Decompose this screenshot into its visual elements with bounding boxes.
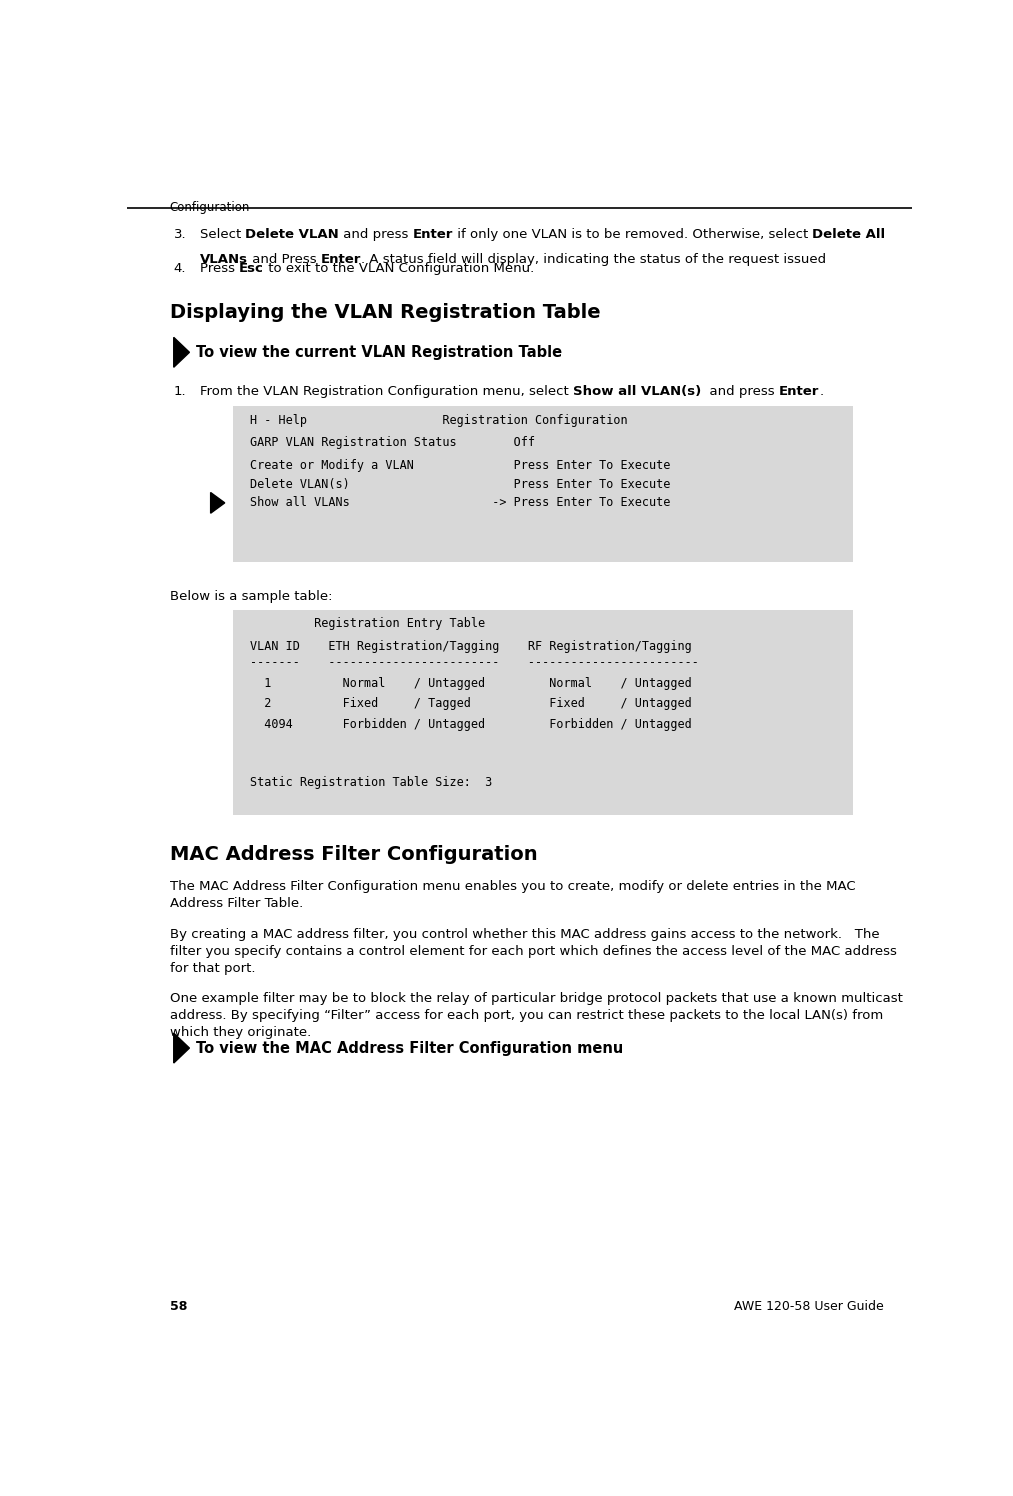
Text: VLANs: VLANs [200,253,247,266]
Polygon shape [211,492,225,513]
Text: From the VLAN Registration Configuration menu, select: From the VLAN Registration Configuration… [200,384,572,398]
Text: MAC Address Filter Configuration: MAC Address Filter Configuration [170,845,538,865]
Text: Esc: Esc [239,262,263,275]
Text: Delete All: Delete All [812,227,885,241]
Text: Registration Entry Table: Registration Entry Table [250,618,485,630]
Text: 2          Fixed     / Tagged           Fixed     / Untagged: 2 Fixed / Tagged Fixed / Untagged [250,697,692,711]
Text: 4094       Forbidden / Untagged         Forbidden / Untagged: 4094 Forbidden / Untagged Forbidden / Un… [250,718,692,730]
Text: .: . [820,384,824,398]
Text: To view the MAC Address Filter Configuration menu: To view the MAC Address Filter Configura… [197,1041,624,1056]
Text: and Press: and Press [247,253,320,266]
Text: Create or Modify a VLAN              Press Enter To Execute: Create or Modify a VLAN Press Enter To E… [250,459,671,473]
Text: Configuration: Configuration [170,202,250,214]
Text: Show all VLAN(s): Show all VLAN(s) [572,384,701,398]
Text: and press: and press [701,384,779,398]
Text: One example filter may be to block the relay of particular bridge protocol packe: One example filter may be to block the r… [170,992,903,1038]
Text: Static Registration Table Size:  3: Static Registration Table Size: 3 [250,776,492,788]
Text: 58: 58 [170,1300,187,1313]
Text: Select: Select [200,227,245,241]
Text: 1          Normal    / Untagged         Normal    / Untagged: 1 Normal / Untagged Normal / Untagged [250,676,692,690]
Text: 4.: 4. [174,262,186,275]
Text: Enter: Enter [779,384,820,398]
Text: 3.: 3. [174,227,186,241]
Text: VLAN ID    ETH Registration/Tagging    RF Registration/Tagging: VLAN ID ETH Registration/Tagging RF Regi… [250,640,692,652]
Text: H - Help                   Registration Configuration: H - Help Registration Configuration [250,414,627,426]
Text: Press: Press [200,262,239,275]
Text: Delete VLAN(s)                       Press Enter To Execute: Delete VLAN(s) Press Enter To Execute [250,477,671,491]
Text: AWE 120-58 User Guide: AWE 120-58 User Guide [734,1300,884,1313]
Text: Enter: Enter [412,227,453,241]
Text: to exit to the VLAN Configuration Menu.: to exit to the VLAN Configuration Menu. [263,262,534,275]
Text: The MAC Address Filter Configuration menu enables you to create, modify or delet: The MAC Address Filter Configuration men… [170,880,855,910]
Text: To view the current VLAN Registration Table: To view the current VLAN Registration Ta… [197,346,562,361]
Bar [233,610,853,815]
Text: Below is a sample table:: Below is a sample table: [170,589,332,603]
Text: . A status field will display, indicating the status of the request issued: . A status field will display, indicatin… [361,253,826,266]
Text: Enter: Enter [320,253,361,266]
Text: By creating a MAC address filter, you control whether this MAC address gains acc: By creating a MAC address filter, you co… [170,928,897,975]
Text: -------    ------------------------    ------------------------: ------- ------------------------ -------… [250,657,699,669]
Bar [233,407,853,562]
Text: 1.: 1. [174,384,186,398]
Text: GARP VLAN Registration Status        Off: GARP VLAN Registration Status Off [250,435,535,449]
Polygon shape [174,1034,189,1064]
Polygon shape [174,337,189,368]
Text: Delete VLAN: Delete VLAN [245,227,339,241]
Text: if only one VLAN is to be removed. Otherwise, select: if only one VLAN is to be removed. Other… [453,227,812,241]
Text: Displaying the VLAN Registration Table: Displaying the VLAN Registration Table [170,302,601,322]
Text: and press: and press [339,227,412,241]
Text: Show all VLANs                    -> Press Enter To Execute: Show all VLANs -> Press Enter To Execute [250,497,671,509]
